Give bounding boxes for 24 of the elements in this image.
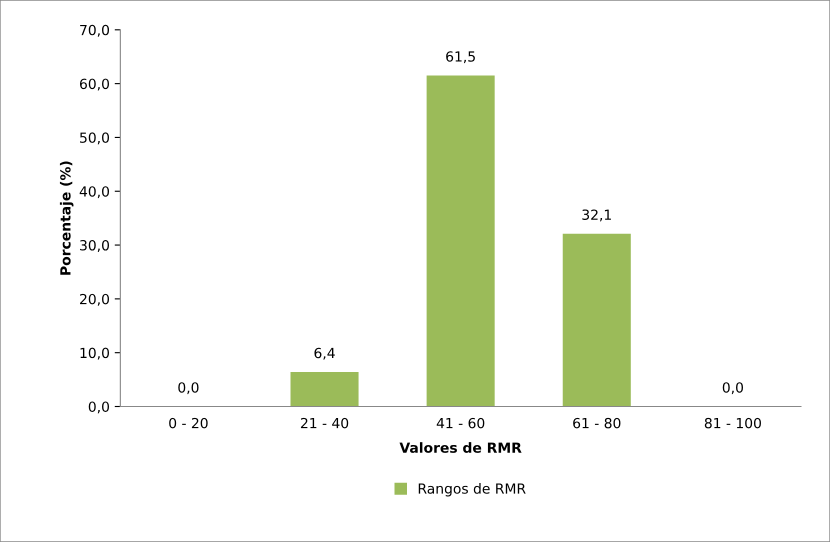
y-tick-label: 20,0 — [80, 294, 110, 306]
x-tick-label: 21 - 40 — [300, 418, 348, 428]
y-tick-label: 50,0 — [80, 132, 110, 144]
y-tick-label: 0,0 — [88, 401, 110, 414]
y-axis-title: Porcentaje (%) — [60, 161, 74, 275]
data-label: 61,5 — [446, 51, 475, 64]
bar — [290, 372, 359, 406]
data-label: 6,4 — [314, 348, 335, 360]
bar — [426, 76, 495, 406]
x-tick-label: 0 - 20 — [169, 418, 208, 428]
x-tick-label: 61 - 80 — [573, 418, 620, 428]
data-label: 0,0 — [178, 382, 199, 394]
y-tick-label: 40,0 — [80, 186, 110, 198]
data-label: 32,1 — [582, 209, 611, 222]
data-label: 0,0 — [722, 382, 744, 394]
legend-label: Rangos de RMR — [418, 483, 526, 496]
x-axis-title: Valores de RMR — [400, 442, 522, 453]
y-tick-label: 60,0 — [80, 78, 110, 91]
bar — [562, 234, 631, 406]
x-tick-label: 81 - 100 — [704, 418, 761, 428]
y-tick-label: 70,0 — [80, 24, 110, 37]
y-tick-label: 10,0 — [80, 348, 110, 360]
y-tick-label: 30,0 — [80, 240, 110, 252]
x-tick-label: 41 - 60 — [436, 418, 484, 428]
